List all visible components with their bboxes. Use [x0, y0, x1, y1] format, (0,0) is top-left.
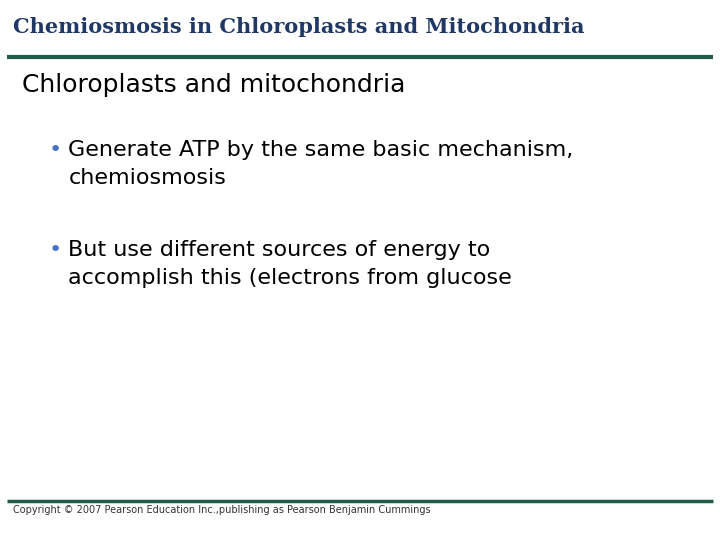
Text: •: •	[49, 240, 62, 260]
Text: Copyright © 2007 Pearson Education Inc.,publishing as Pearson Benjamin Cummings: Copyright © 2007 Pearson Education Inc.,…	[13, 505, 431, 515]
Text: •: •	[49, 140, 62, 160]
Text: Chloroplasts and mitochondria: Chloroplasts and mitochondria	[22, 73, 405, 97]
Text: Generate ATP by the same basic mechanism,
chemiosmosis: Generate ATP by the same basic mechanism…	[68, 140, 574, 188]
Text: Chemiosmosis in Chloroplasts and Mitochondria: Chemiosmosis in Chloroplasts and Mitocho…	[13, 17, 585, 37]
Text: But use different sources of energy to
accomplish this (electrons from glucose: But use different sources of energy to a…	[68, 240, 512, 288]
